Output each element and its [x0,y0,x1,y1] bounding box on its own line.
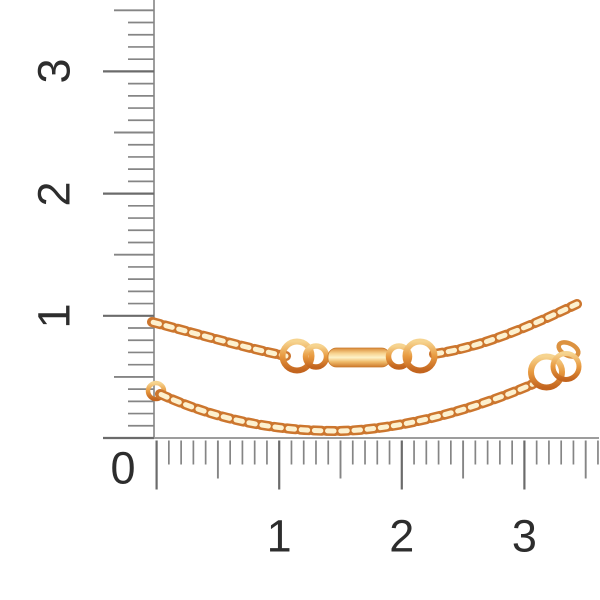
chain-upper-left-strand [147,317,291,361]
chain-upper-right-strand [429,299,582,359]
connector-ring-right-small [385,343,413,370]
clasp-ring-large [528,353,565,391]
clasp-rings [528,340,582,391]
chain-links-inner [157,381,536,434]
connector-ring-left-small [302,343,330,370]
connector-ring-left-large [279,338,315,374]
chain-lower-strand [155,379,538,437]
ruler-number-h-2: 2 [389,510,415,562]
clasp-ring-small [550,351,582,382]
bar-station [279,338,438,374]
bar-link [327,347,391,368]
chain-links-inner [431,301,580,357]
chain-links-pill [429,299,582,359]
ruler-number-origin: 0 [110,442,136,494]
connector-ring-right-large [402,338,438,374]
ruler-number-h-1: 1 [266,510,292,562]
chain-links-inner [149,319,289,359]
ruler-number-h-3: 3 [511,510,537,562]
